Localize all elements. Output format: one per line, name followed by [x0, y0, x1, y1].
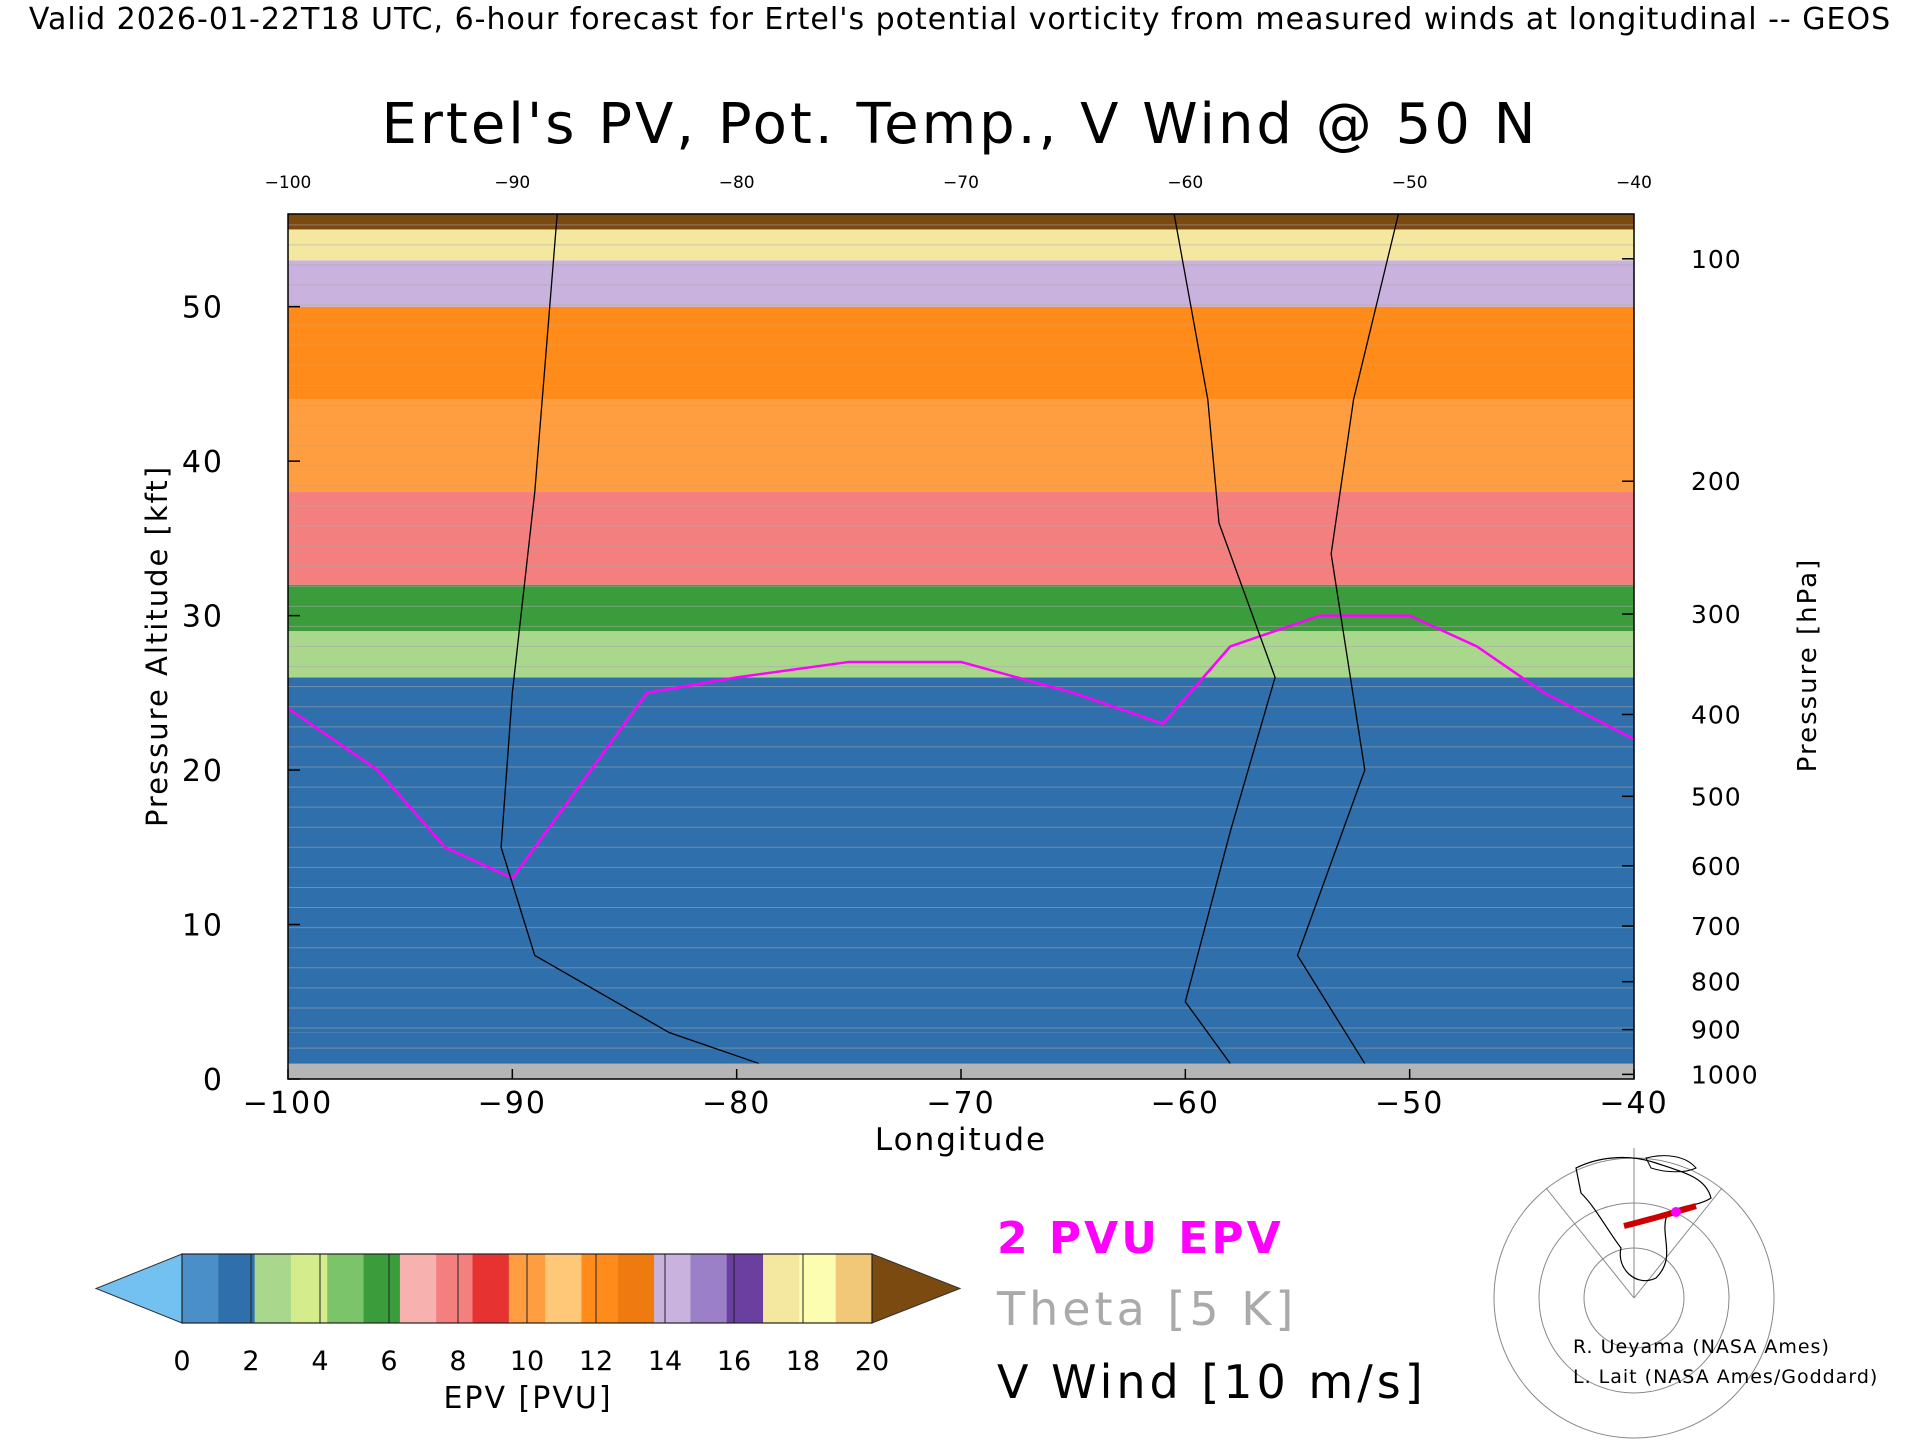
- colorbar-swatch: [545, 1254, 582, 1323]
- colorbar-tick-label: 20: [855, 1346, 889, 1377]
- epv-layer: [288, 260, 1634, 307]
- credit-2: L. Lait (NASA Ames/Goddard): [1573, 1366, 1878, 1388]
- epv-field: [288, 214, 1634, 1079]
- colorbar-tick-label: 14: [648, 1346, 682, 1377]
- epv-layer: [288, 631, 1634, 678]
- colorbar-swatch: [436, 1254, 474, 1323]
- y-right-tick-label: 1000: [1691, 1060, 1759, 1089]
- y-left-tick-label: 20: [182, 754, 224, 789]
- colorbar-frame: [181, 1253, 873, 1324]
- y-left-tick-label: 40: [182, 445, 224, 480]
- colorbar-tick-label: 16: [717, 1346, 751, 1377]
- y-right-tick-label: 500: [1691, 782, 1742, 811]
- epv-layer: [288, 306, 1634, 400]
- colorbar-tick-label: 12: [579, 1346, 613, 1377]
- colorbar-tick-label: 0: [173, 1346, 190, 1377]
- colorbar-swatch: [182, 1254, 219, 1323]
- pv2-contour: [288, 614, 1634, 880]
- epv-layer: [288, 492, 1634, 585]
- top-tick-label: −40: [1616, 173, 1652, 193]
- vwind-contour: [1173, 214, 1276, 1064]
- colorbar-swatch: [290, 1254, 328, 1323]
- colorbar-swatch: [254, 1254, 292, 1323]
- x-tick-label: −80: [702, 1086, 771, 1121]
- x-tick-label: −60: [1151, 1086, 1220, 1121]
- top-tick-label: −70: [943, 173, 979, 193]
- y-left-tick-label: 0: [203, 1063, 224, 1098]
- y-right-tick-label: 200: [1691, 467, 1742, 496]
- top-tick-label: −100: [265, 173, 312, 193]
- top-tick-label: −90: [494, 173, 530, 193]
- y-left-tick-label: 30: [182, 600, 224, 635]
- y-axis-left-label: Pressure Altitude [kft]: [140, 465, 174, 827]
- epv-layer: [288, 214, 1634, 230]
- colorbar-swatch: [799, 1254, 837, 1323]
- colorbar-swatch: [218, 1254, 256, 1323]
- colorbar-swatch: [617, 1254, 655, 1323]
- x-tick-label: −40: [1599, 1086, 1668, 1121]
- colorbar-max-arrow: [871, 1253, 962, 1324]
- y-axis-right-label: Pressure [hPa]: [1793, 558, 1823, 773]
- legend-theta: Theta [5 K]: [996, 1282, 1297, 1336]
- colorbar-tick-label: 8: [449, 1346, 466, 1377]
- top-tick-label: −80: [719, 173, 755, 193]
- colorbar-tick-label: 10: [510, 1346, 544, 1377]
- colorbar-swatch: [835, 1254, 873, 1323]
- y-right-tick-label: 900: [1691, 1016, 1742, 1045]
- colorbar-tick-label: 6: [380, 1346, 397, 1377]
- colorbar-tick-label: 4: [311, 1346, 328, 1377]
- header-banner: Valid 2026-01-22T18 UTC, 6-hour forecast…: [28, 2, 1892, 37]
- colorbar-swatch: [327, 1254, 365, 1323]
- epv-layer: [288, 584, 1634, 632]
- colorbar-swatch: [654, 1254, 691, 1323]
- colorbar-swatch: [690, 1254, 728, 1323]
- colorbar-tick-label: 2: [242, 1346, 259, 1377]
- top-tick-label: −60: [1167, 173, 1203, 193]
- y-right-tick-label: 300: [1691, 600, 1742, 629]
- locator-map: [1493, 1148, 1775, 1439]
- credit-1: R. Ueyama (NASA Ames): [1573, 1336, 1830, 1358]
- colorbar-label: EPV [PVU]: [443, 1381, 612, 1416]
- x-tick-label: −70: [926, 1086, 995, 1121]
- y-right-tick-label: 700: [1691, 912, 1742, 941]
- axes: −100 −100 −90 −90 −80 −80 −70 −70 −60 −60 −50 −50 −4…: [182, 173, 1759, 1121]
- top-tick-label: −50: [1392, 173, 1428, 193]
- colorbar-swatch: [472, 1254, 510, 1323]
- y-left-tick-label: 50: [182, 291, 224, 326]
- epv-layer: [288, 677, 1634, 1033]
- x-tick-label: −50: [1375, 1086, 1444, 1121]
- colorbar-swatch: [763, 1254, 800, 1323]
- colorbar: 0 2 4 6 8 10 12 14 16 18 20: [94, 1253, 962, 1377]
- colorbar-tick-label: 18: [786, 1346, 820, 1377]
- y-right-tick-label: 600: [1691, 852, 1742, 881]
- vwind-contour: [500, 214, 760, 1065]
- x-axis-label: Longitude: [875, 1122, 1047, 1158]
- colorbar-swatch: [363, 1254, 401, 1323]
- colorbar-min-arrow: [94, 1253, 183, 1324]
- colorbar-swatch: [399, 1254, 437, 1323]
- y-right-tick-label: 100: [1691, 245, 1742, 274]
- colorbar-swatch: [581, 1254, 619, 1323]
- chart-title: Ertel's PV, Pot. Temp., V Wind @ 50 N: [381, 92, 1538, 157]
- legend-2pvu: 2 PVU EPV: [997, 1213, 1284, 1264]
- colorbar-swatch: [726, 1254, 764, 1323]
- vwind-contour: [1296, 214, 1400, 1064]
- x-tick-label: −100: [243, 1086, 333, 1121]
- x-tick-label: −90: [478, 1086, 547, 1121]
- y-right-tick-label: 800: [1691, 968, 1742, 997]
- legend-vwind: V Wind [10 m/s]: [997, 1355, 1427, 1409]
- y-left-tick-label: 10: [182, 909, 224, 944]
- y-right-tick-label: 400: [1691, 700, 1742, 729]
